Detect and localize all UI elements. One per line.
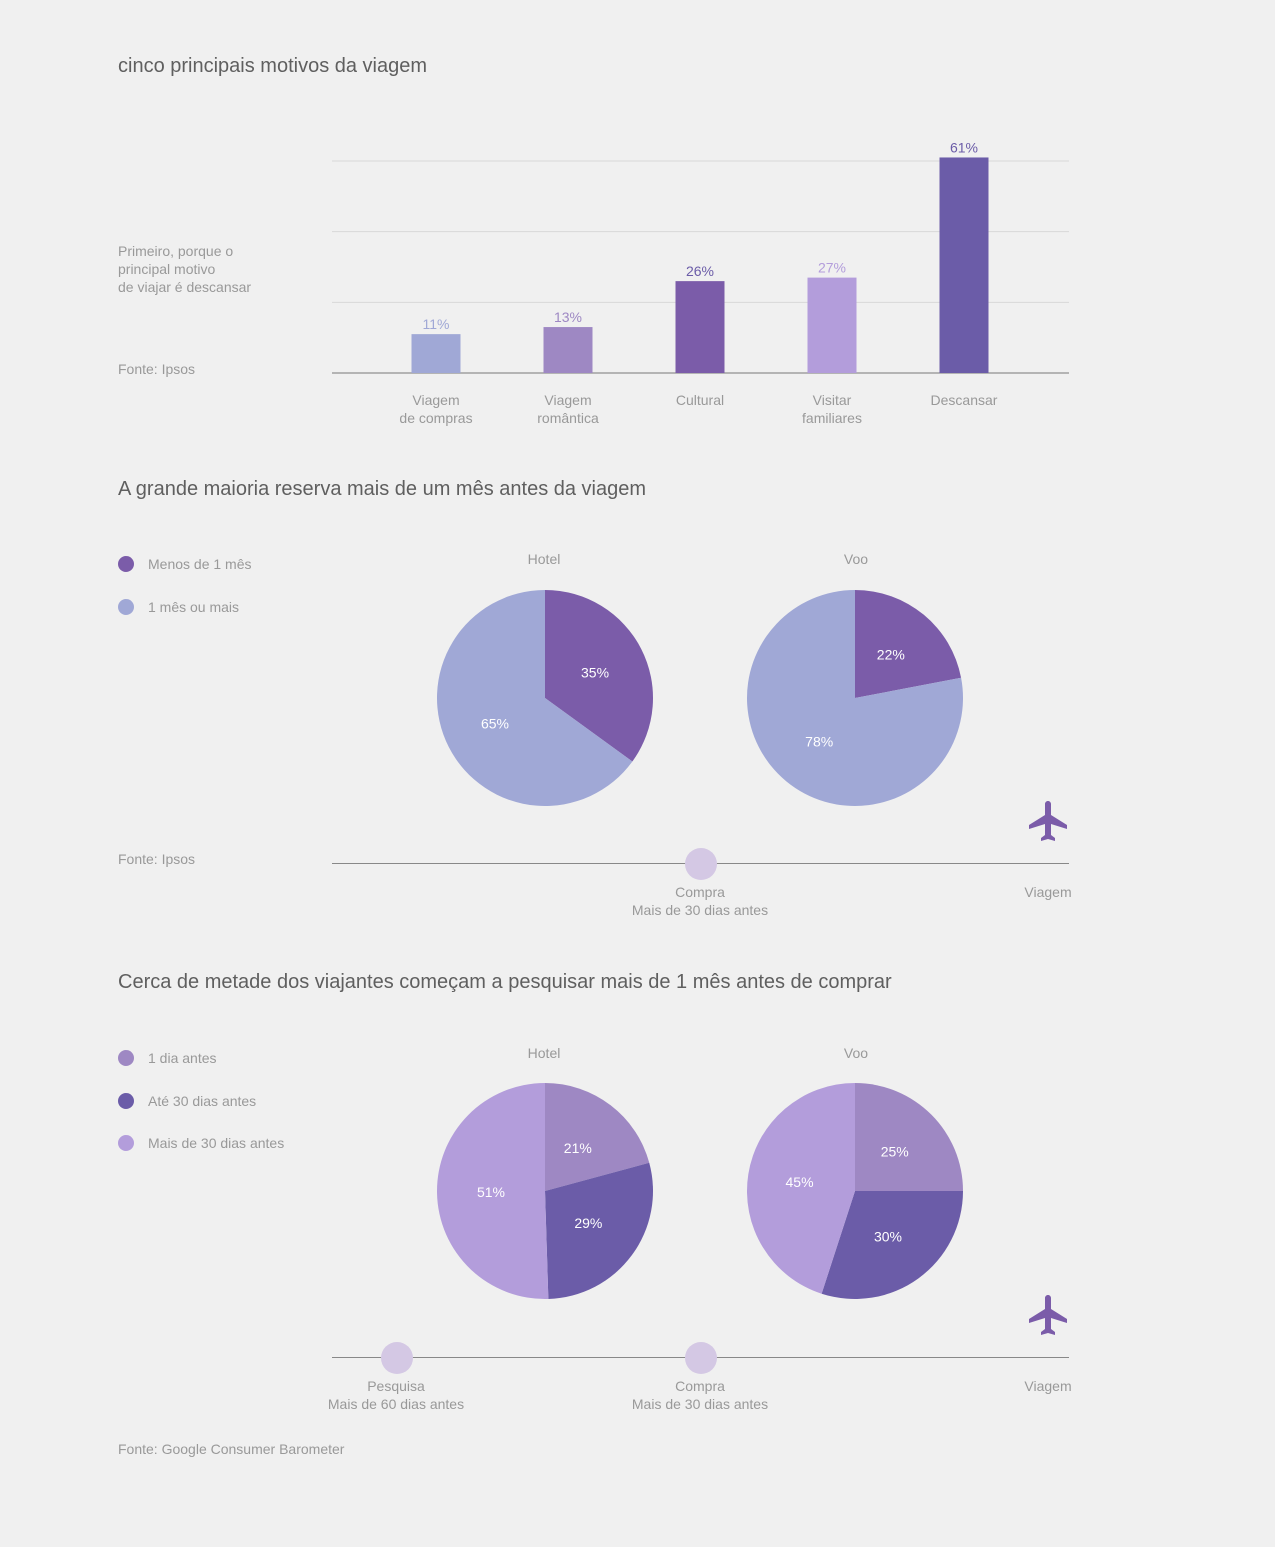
pie-slice-label: 51% xyxy=(477,1184,505,1200)
bar-value-label: 61% xyxy=(950,139,978,155)
legend-dot xyxy=(118,1135,134,1151)
section3-title: Cerca de metade dos viajantes começam a … xyxy=(118,971,892,993)
legend-label: Até 30 dias antes xyxy=(148,1093,257,1109)
section3-legend: 1 dia antes Até 30 dias antes Mais de 30… xyxy=(118,1049,284,1152)
pie-chart-voo-reserva: 22% 78% xyxy=(747,590,963,806)
legend-item: Menos de 1 mês xyxy=(118,555,252,573)
section1-title: cinco principais motivos da viagem xyxy=(118,55,428,77)
pie-title-hotel: Hotel xyxy=(527,1045,561,1061)
pie-slice xyxy=(545,1162,653,1299)
timeline-label-viagem: Viagem xyxy=(1024,1378,1072,1394)
bar xyxy=(675,281,725,373)
pie-slice-label: 25% xyxy=(881,1143,909,1159)
bar-value-label: 26% xyxy=(686,263,714,279)
bar-value-label: 27% xyxy=(818,260,846,276)
timeline-compra-sub: Mais de 30 dias antes xyxy=(631,902,769,918)
pie-slice xyxy=(747,1083,855,1294)
timeline-label-compra: Compra Mais de 30 dias antes xyxy=(600,1377,800,1413)
legend-dot xyxy=(118,599,134,615)
section1-note-line: Primeiro, porque o xyxy=(118,243,234,259)
pie-slice xyxy=(855,1083,963,1191)
timeline-marker-compra xyxy=(685,1342,717,1374)
bar xyxy=(807,277,857,373)
section2-source: Fonte: Ipsos xyxy=(118,851,196,867)
legend-item: Mais de 30 dias antes xyxy=(118,1134,284,1152)
legend-dot xyxy=(118,1093,134,1109)
legend-dot xyxy=(118,1050,134,1066)
bar-chart: 11% Viagem de compras 13% Viagem romântica 26%… xyxy=(332,139,1069,426)
timeline-pesquisa-sub: Mais de 60 dias antes xyxy=(327,1396,465,1412)
airplane-icon xyxy=(1029,801,1067,841)
legend-item: 1 mês ou mais xyxy=(118,598,252,616)
x-tick-label: romântica xyxy=(537,410,599,426)
pie-slice-label: 78% xyxy=(805,733,833,749)
legend-item: 1 dia antes xyxy=(118,1049,284,1067)
legend-label: Menos de 1 mês xyxy=(148,556,252,572)
timeline-marker-compra xyxy=(685,848,717,880)
airplane-icon xyxy=(1029,1295,1067,1335)
timeline-pesquisa-text: Pesquisa xyxy=(367,1378,425,1394)
timeline-compra-text: Compra xyxy=(675,1378,725,1394)
timeline-label-viagem: Viagem xyxy=(1024,884,1072,900)
timeline-marker-pesquisa xyxy=(381,1342,413,1374)
legend-label: 1 mês ou mais xyxy=(148,599,240,615)
x-tick-label: Descansar xyxy=(931,392,998,408)
timeline-label-compra: Compra Mais de 30 dias antes xyxy=(600,883,800,919)
bar xyxy=(543,327,593,373)
section3-source: Fonte: Google Consumer Barometer xyxy=(118,1441,345,1457)
pie-slice xyxy=(437,590,633,806)
section1-note-line: principal motivo xyxy=(118,261,216,277)
pie-slice-label: 29% xyxy=(574,1215,602,1231)
x-tick-label: de compras xyxy=(399,410,472,426)
x-tick-label: Viagem xyxy=(544,392,591,408)
section2-title: A grande maioria reserva mais de um mês … xyxy=(118,478,647,500)
bar xyxy=(411,334,461,373)
bar-value-label: 11% xyxy=(423,316,450,332)
x-tick-label: Visitar xyxy=(813,392,852,408)
pie-slice-label: 21% xyxy=(564,1140,592,1156)
legend-label: 1 dia antes xyxy=(148,1050,217,1066)
section1-note: Primeiro, porque o principal motivo de v… xyxy=(118,242,251,296)
pie-chart-hotel-reserva: 35% 65% xyxy=(437,590,653,806)
x-tick-label: Viagem xyxy=(412,392,459,408)
bar xyxy=(939,157,989,373)
pie-title-voo: Voo xyxy=(843,551,869,567)
pie-slice xyxy=(855,590,962,698)
pie-slice xyxy=(747,590,963,806)
x-tick-label: familiares xyxy=(802,410,862,426)
pie-slice xyxy=(545,1083,650,1191)
pie-slice-label: 65% xyxy=(481,715,509,731)
pie-slice-label: 45% xyxy=(786,1174,814,1190)
pie-slice xyxy=(821,1191,963,1299)
legend-dot xyxy=(118,556,134,572)
timeline-compra-text: Compra xyxy=(675,884,725,900)
timeline-label-pesquisa: Pesquisa Mais de 60 dias antes xyxy=(296,1377,496,1413)
pie-slice-label: 30% xyxy=(874,1228,902,1244)
pie-slice xyxy=(545,590,653,762)
pie-title-voo: Voo xyxy=(843,1045,869,1061)
pie-title-hotel: Hotel xyxy=(527,551,561,567)
section1-note-line: de viajar é descansar xyxy=(118,279,252,295)
pie-chart-voo-pesquisa: 25% 30% 45% xyxy=(747,1083,963,1299)
pie-chart-hotel-pesquisa: 21% 29% 51% xyxy=(436,1083,653,1299)
legend-item: Até 30 dias antes xyxy=(118,1092,284,1110)
legend-label: Mais de 30 dias antes xyxy=(148,1135,285,1151)
section2-legend: Menos de 1 mês 1 mês ou mais xyxy=(118,555,252,616)
section1-source: Fonte: Ipsos xyxy=(118,361,196,377)
pie-slice-label: 35% xyxy=(581,665,609,681)
x-tick-label: Cultural xyxy=(676,392,724,408)
timeline-compra-sub: Mais de 30 dias antes xyxy=(631,1396,769,1412)
bar-value-label: 13% xyxy=(554,309,582,325)
pie-slice-label: 22% xyxy=(877,647,905,663)
pie-slice xyxy=(436,1083,549,1299)
